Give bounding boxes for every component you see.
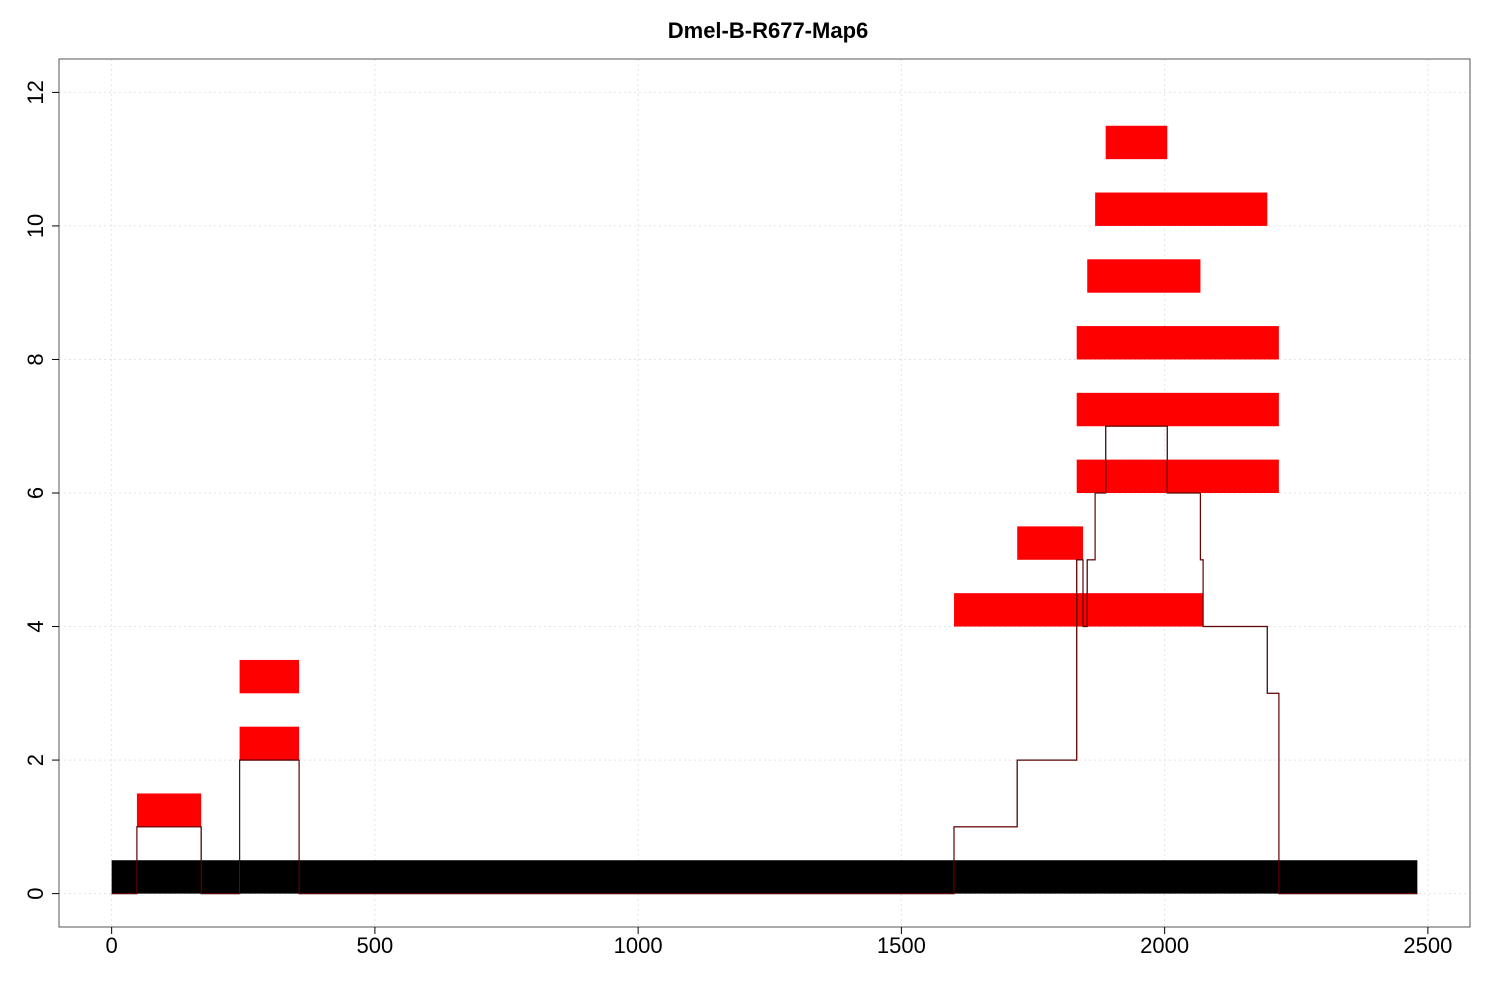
segment-bar — [1076, 459, 1279, 493]
x-tick-label: 0 — [106, 933, 118, 958]
x-tick-label: 500 — [357, 933, 394, 958]
y-tick-label: 4 — [23, 620, 48, 632]
x-tick-label: 1000 — [614, 933, 663, 958]
segment-bar — [1095, 192, 1268, 226]
y-tick-label: 0 — [23, 887, 48, 899]
segment-bar — [954, 593, 1204, 627]
segment-bar — [239, 659, 300, 694]
x-axis: 0 500 1000 1500 2000 2500 — [106, 927, 1452, 958]
segment-bar — [1105, 125, 1168, 160]
x-tick-label: 2000 — [1140, 933, 1189, 958]
y-tick-label: 8 — [23, 353, 48, 365]
x-tick-label: 1500 — [877, 933, 926, 958]
segment-bar — [1087, 259, 1201, 293]
reference-bar — [111, 860, 1418, 894]
y-tick-label: 10 — [23, 214, 48, 238]
coverage-line-overlay — [111, 425, 1418, 894]
x-tick-label: 2500 — [1403, 933, 1452, 958]
coverage-line — [111, 425, 1418, 895]
coverage-group — [111, 425, 1418, 895]
segment-bar — [239, 726, 300, 761]
y-tick-label: 2 — [23, 754, 48, 766]
segment-bar — [1017, 526, 1084, 560]
segment-bar — [136, 793, 202, 827]
segment-bar — [1076, 326, 1279, 360]
y-axis: 0 2 4 6 8 10 12 — [23, 80, 59, 900]
segment-bar — [1076, 392, 1279, 427]
segments-group — [136, 125, 1279, 827]
reference-bar-group — [111, 860, 1418, 894]
chart-title: Dmel-B-R677-Map6 — [668, 18, 869, 43]
y-tick-label: 6 — [23, 487, 48, 499]
y-tick-label: 12 — [23, 80, 48, 104]
